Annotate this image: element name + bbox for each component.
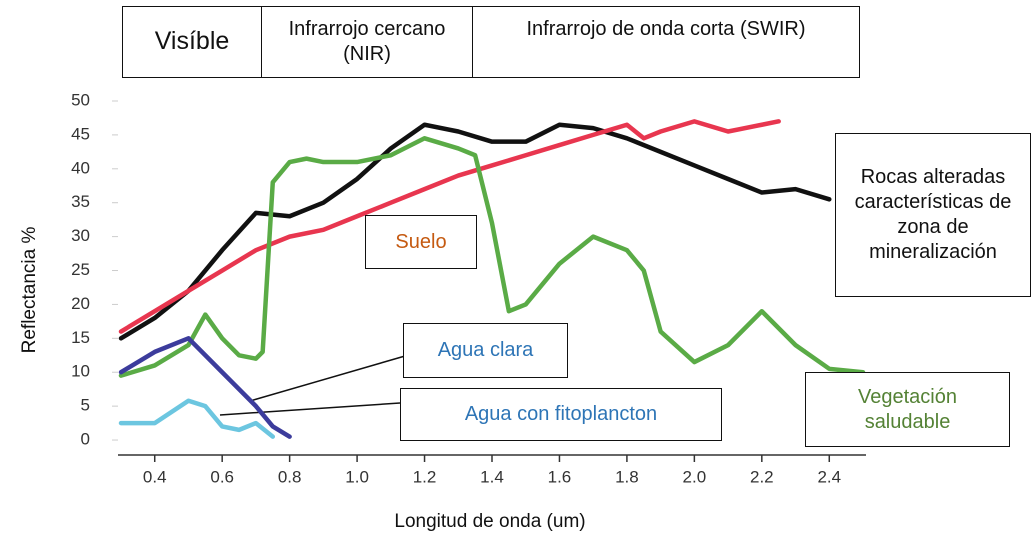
y-tick-label: 25	[71, 260, 90, 279]
series-line	[118, 398, 276, 439]
series-label: Vegetación saludable	[805, 372, 1010, 447]
series-label: Agua con fitoplancton	[400, 388, 722, 441]
x-tick-label: 2.4	[817, 467, 841, 486]
series-label: Rocas alteradas características de zona …	[835, 133, 1031, 297]
series-label: Agua clara	[403, 323, 568, 378]
region-box: Visíble	[122, 6, 262, 78]
x-tick-label: 1.6	[548, 467, 572, 486]
pointer	[249, 355, 406, 402]
series-line	[118, 122, 832, 341]
x-tick-label: 0.6	[210, 467, 234, 486]
x-axis-label: Longitud de onda (um)	[394, 511, 585, 532]
y-tick-label: 45	[71, 124, 90, 143]
y-tick-label: 15	[71, 328, 90, 347]
y-tick-label: 20	[71, 294, 90, 313]
x-tick-label: 2.0	[683, 467, 707, 486]
x-tick-label: 2.2	[750, 467, 774, 486]
y-tick-label: 40	[71, 158, 90, 177]
y-tick-label: 30	[71, 226, 90, 245]
x-tick-label: 0.8	[278, 467, 302, 486]
x-tick-label: 0.4	[143, 467, 167, 486]
y-tick-label: 50	[71, 90, 90, 109]
pointer	[219, 402, 401, 416]
x-tick-label: 1.4	[480, 467, 504, 486]
series-line	[118, 136, 866, 378]
x-tick-label: 1.2	[413, 467, 437, 486]
series-line	[118, 119, 781, 334]
region-box: Infrarrojo de onda corta (SWIR)	[472, 6, 860, 78]
region-box: Infrarrojo cercano (NIR)	[261, 6, 473, 78]
x-tick-label: 1.8	[615, 467, 639, 486]
y-axis-label: Reflectancia %	[19, 227, 40, 354]
series-line	[118, 336, 292, 439]
series-label: Suelo	[365, 215, 477, 269]
y-tick-label: 10	[71, 362, 90, 381]
x-tick-label: 1.0	[345, 467, 369, 486]
y-tick-label: 0	[81, 430, 90, 449]
y-tick-label: 35	[71, 192, 90, 211]
y-tick-label: 5	[81, 396, 90, 415]
